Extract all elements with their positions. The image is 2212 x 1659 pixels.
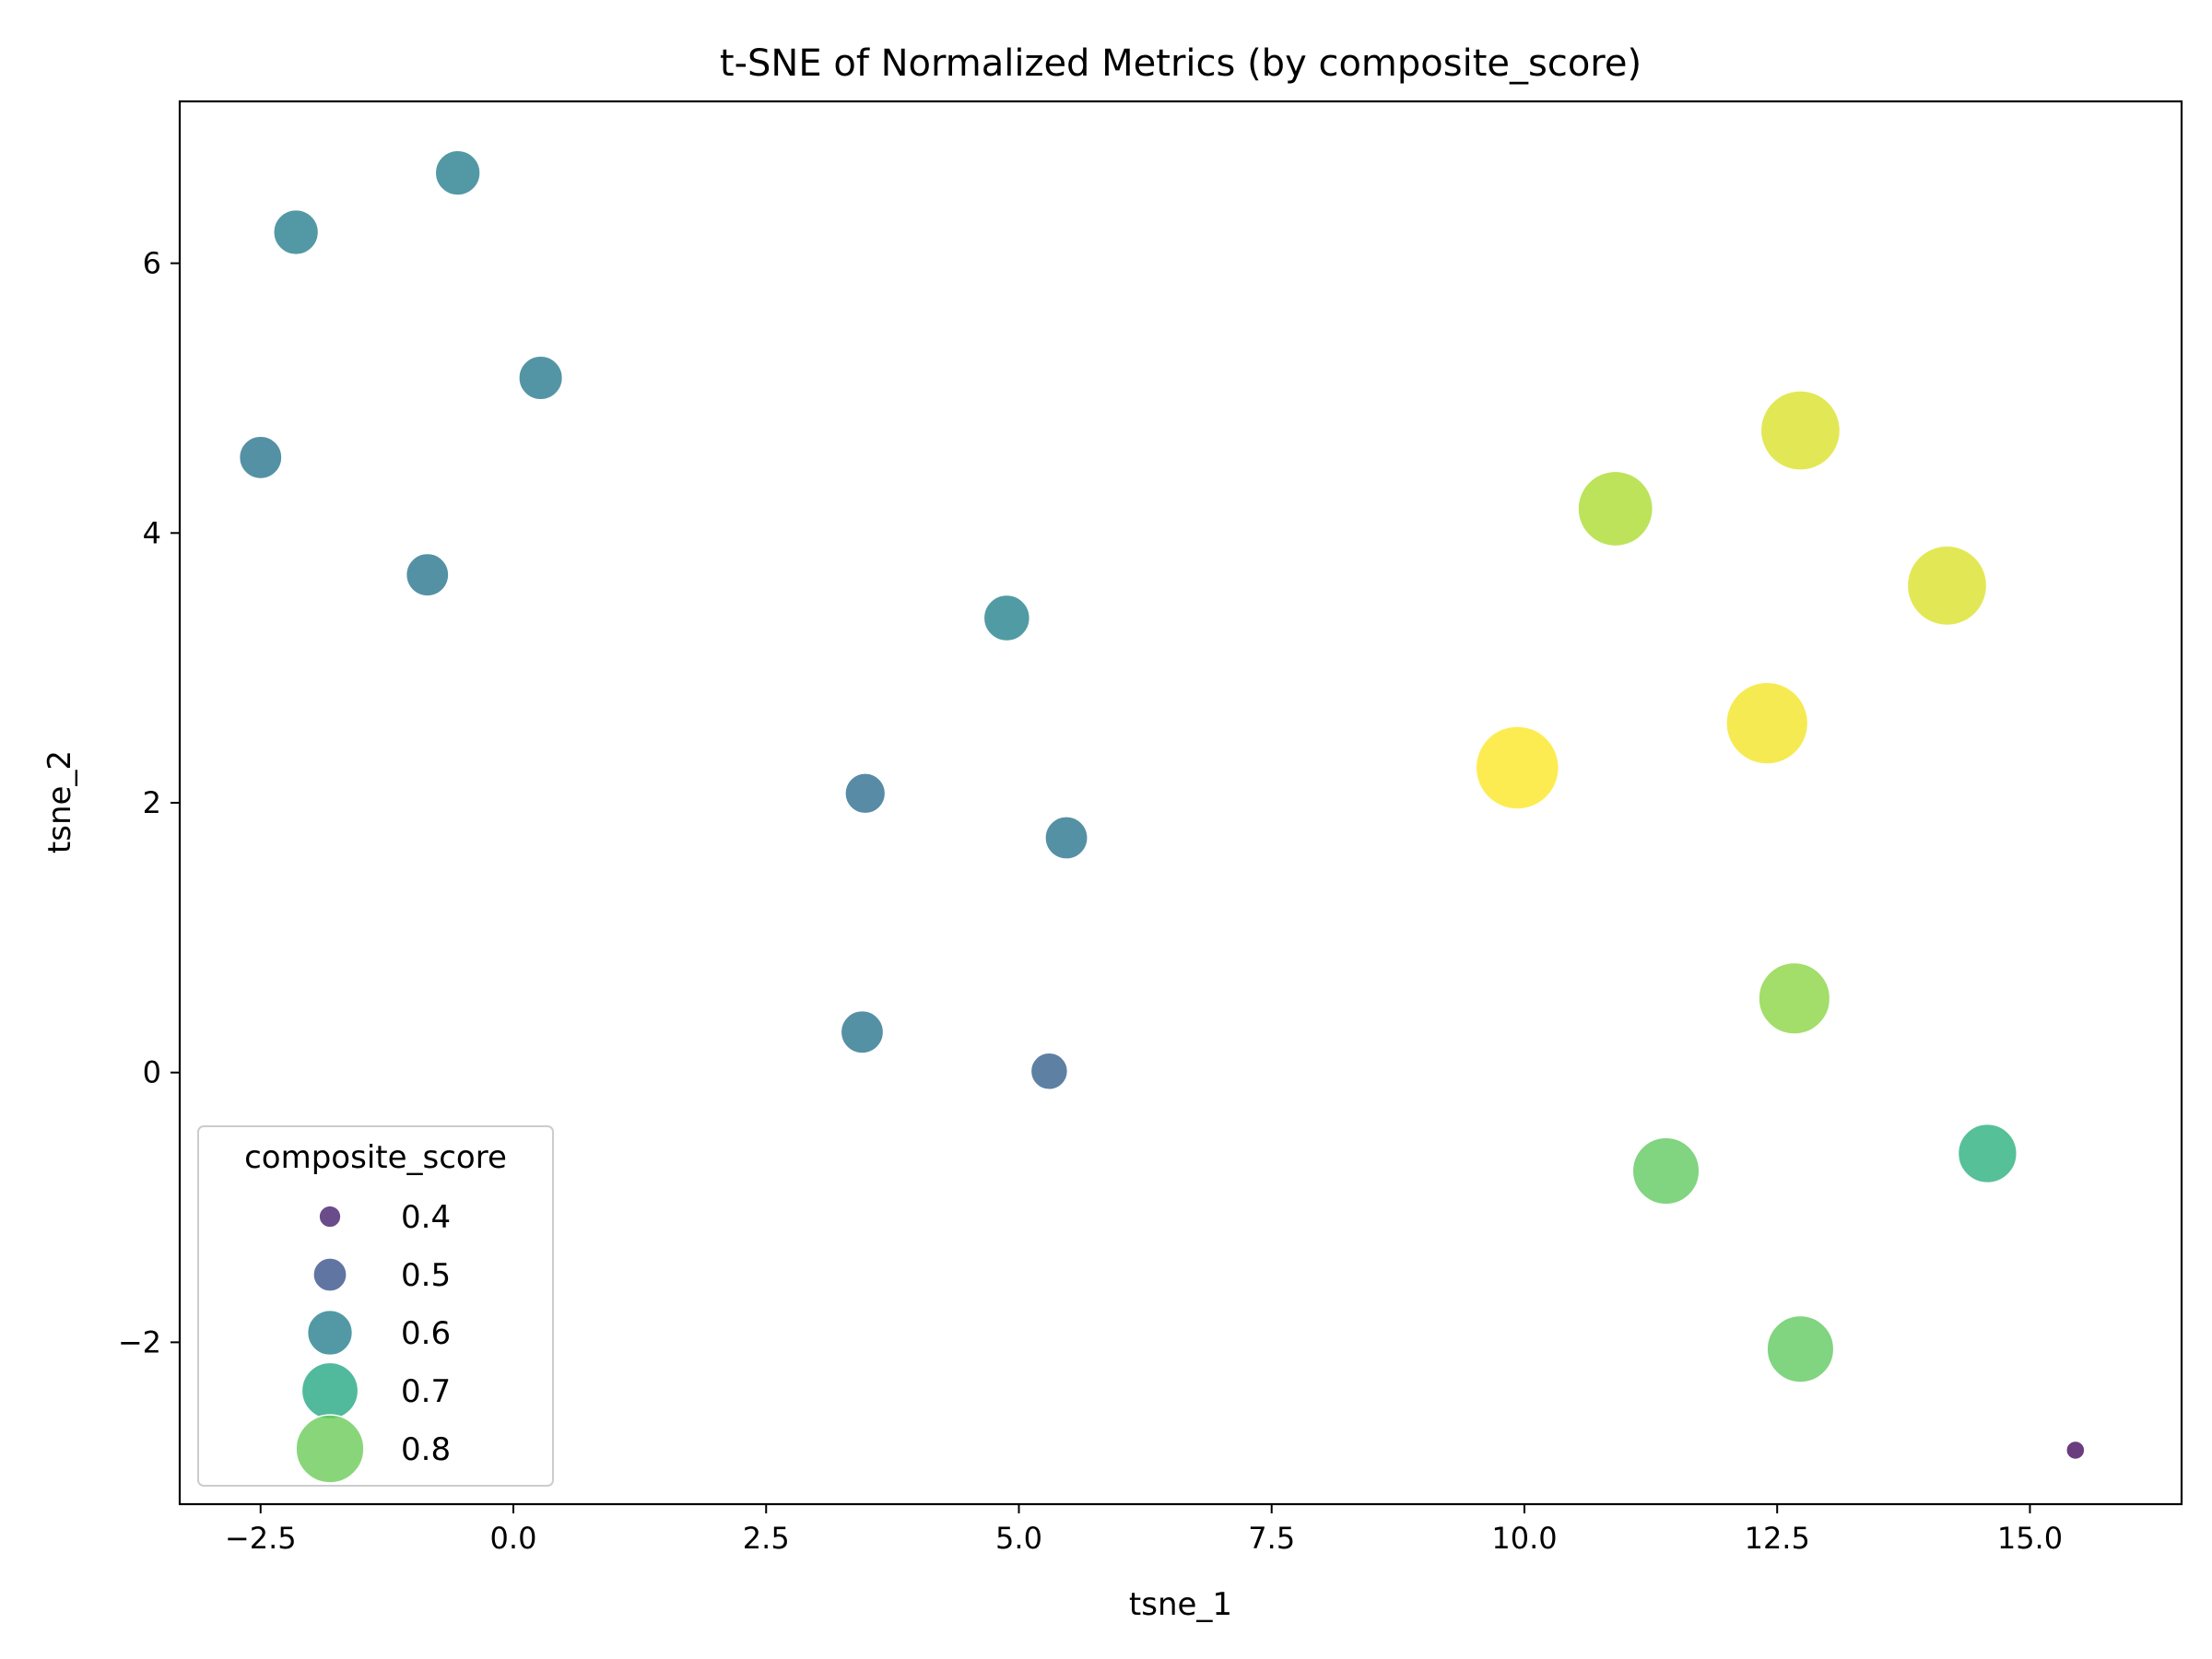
legend-marker xyxy=(318,1205,342,1229)
data-point-5 xyxy=(405,552,450,597)
legend-marker xyxy=(312,1257,347,1292)
data-point-9 xyxy=(840,1009,885,1054)
y-axis: −2 0 2 4 6 xyxy=(118,246,180,1359)
data-point-1 xyxy=(434,149,481,196)
data-point-7 xyxy=(844,772,887,815)
data-point-10 xyxy=(1030,1052,1069,1090)
legend-label: 0.6 xyxy=(401,1315,451,1352)
data-point-20 xyxy=(2065,1440,2086,1461)
data-point-18 xyxy=(1957,1123,2018,1184)
y-tick-label: 6 xyxy=(143,246,161,281)
y-tick-label: 0 xyxy=(143,1055,161,1090)
x-tick-label: 5.0 xyxy=(995,1521,1042,1556)
data-point-16 xyxy=(1758,961,1831,1035)
x-axis: −2.5 0.0 2.5 5.0 7.5 10.0 12.5 15.0 xyxy=(225,1504,2063,1556)
y-axis-title: tsne_2 xyxy=(41,750,78,853)
x-tick-label: 10.0 xyxy=(1491,1521,1557,1556)
data-point-2 xyxy=(273,208,320,256)
legend-label: 0.7 xyxy=(401,1373,451,1410)
data-point-6 xyxy=(982,594,1031,642)
legend: composite_score 0.4 0.5 0.6 0.7 0.8 xyxy=(197,1125,554,1487)
x-tick-label: 12.5 xyxy=(1745,1521,1810,1556)
x-axis-title: tsne_1 xyxy=(1129,1586,1232,1623)
legend-marker xyxy=(295,1414,365,1484)
data-point-11 xyxy=(1759,390,1841,471)
data-point-17 xyxy=(1631,1136,1700,1206)
legend-label: 0.5 xyxy=(401,1257,451,1294)
data-point-15 xyxy=(1475,725,1560,810)
legend-title: composite_score xyxy=(244,1139,507,1176)
x-tick-label: 2.5 xyxy=(743,1521,790,1556)
data-point-12 xyxy=(1577,470,1654,547)
legend-box xyxy=(197,1125,554,1487)
data-point-4 xyxy=(238,435,283,480)
y-tick-label: 2 xyxy=(143,785,161,820)
data-point-19 xyxy=(1766,1314,1835,1383)
y-tick-label: 4 xyxy=(143,515,161,550)
x-tick-label: 15.0 xyxy=(1997,1521,2063,1556)
legend-entries: 0.4 0.5 0.6 0.7 0.8 xyxy=(295,1199,451,1484)
x-tick-label: −2.5 xyxy=(225,1521,297,1556)
legend-label: 0.4 xyxy=(401,1199,451,1236)
legend-label: 0.8 xyxy=(401,1431,451,1468)
data-point-14 xyxy=(1725,681,1809,765)
legend-marker xyxy=(306,1309,354,1357)
y-tick-label: −2 xyxy=(118,1324,161,1359)
x-tick-label: 0.0 xyxy=(490,1521,537,1556)
data-point-13 xyxy=(1906,545,1988,627)
points-layer xyxy=(238,149,2086,1461)
x-tick-label: 7.5 xyxy=(1248,1521,1295,1556)
data-point-3 xyxy=(518,355,564,401)
legend-marker xyxy=(300,1361,359,1420)
chart-title: t-SNE of Normalized Metrics (by composit… xyxy=(720,42,1641,85)
data-point-8 xyxy=(1044,816,1088,860)
